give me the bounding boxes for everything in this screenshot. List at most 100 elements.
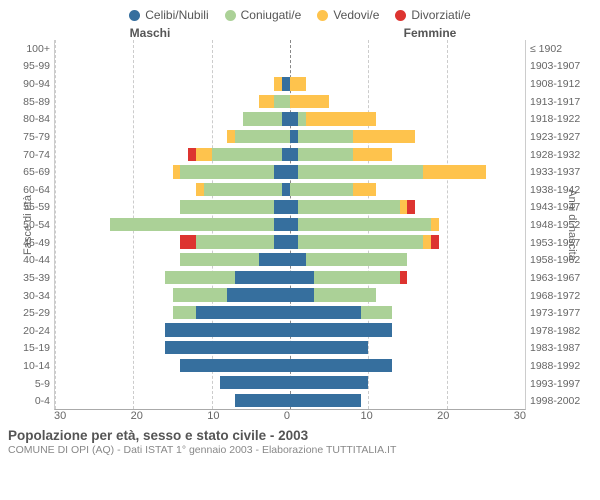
bar-segment [290,288,314,301]
legend-item: Vedovi/e [317,8,379,22]
bar-segment [298,112,306,125]
bar-segment [290,376,368,389]
bar-segment [423,235,431,248]
bar-segment [314,288,377,301]
x-ticks-right: 0102030 [290,410,526,422]
bar-segment [290,306,361,319]
x-tick: 20 [131,410,143,422]
male-bar [55,376,290,389]
bar-segment [306,112,377,125]
bar-segment [290,271,314,284]
female-bar [290,112,525,125]
bar-segment [290,183,353,196]
legend-label: Coniugati/e [241,8,302,22]
bar-segment [235,271,290,284]
chart-title: Popolazione per età, sesso e stato civil… [8,428,592,443]
bar-segment [274,165,290,178]
bar-segment [290,359,392,372]
bar-segment [180,200,274,213]
x-tick: 10 [361,410,373,422]
age-label: 30-34 [4,287,50,305]
birth-label: 1958-1962 [530,252,596,270]
age-label: 25-29 [4,304,50,322]
bar-segment [353,183,377,196]
bar-segment [282,77,290,90]
y-axis-label-left: Fasce di età [22,195,34,255]
legend-item: Divorziati/e [395,8,470,22]
birth-label: 1923-1927 [530,128,596,146]
bar-segment [204,183,282,196]
female-bar [290,200,525,213]
female-bar [290,60,525,73]
bar-segment [282,148,290,161]
birth-label: 1953-1957 [530,234,596,252]
bar-segment [298,218,431,231]
bar-segment [298,235,423,248]
female-bar [290,359,525,372]
bar-row [55,128,525,146]
legend-item: Celibi/Nubili [129,8,208,22]
bar-segment [290,235,298,248]
birth-label: 1948-1952 [530,216,596,234]
male-bar [55,95,290,108]
bar-segment [196,306,290,319]
bar-segment [290,341,368,354]
bar-row [55,269,525,287]
chart-subtitle: COMUNE DI OPI (AQ) - Dati ISTAT 1° genna… [8,444,592,456]
bar-segment [290,200,298,213]
male-bar [55,112,290,125]
male-bar [55,235,290,248]
bar-row [55,163,525,181]
bar-row [55,339,525,357]
female-bar [290,165,525,178]
age-label: 80-84 [4,111,50,129]
bar-row [55,198,525,216]
bar-segment [165,323,290,336]
female-bar [290,394,525,407]
age-label: 10-14 [4,357,50,375]
birth-label: ≤ 1902 [530,40,596,58]
bar-segment [361,306,392,319]
birth-label: 1928-1932 [530,146,596,164]
bar-segment [180,165,274,178]
legend-label: Vedovi/e [333,8,379,22]
bar-rows [55,40,525,409]
bar-row [55,75,525,93]
y-axis-label-right: Anni di nascita [566,189,578,261]
age-label: 65-69 [4,163,50,181]
bar-segment [196,235,274,248]
bar-segment [173,306,197,319]
male-bar [55,323,290,336]
age-label: 90-94 [4,75,50,93]
legend-item: Coniugati/e [225,8,302,22]
male-bar [55,218,290,231]
bar-row [55,181,525,199]
bar-row [55,356,525,374]
bar-segment [290,253,306,266]
female-bar [290,271,525,284]
bar-row [55,233,525,251]
bar-segment [298,130,353,143]
male-bar [55,306,290,319]
legend: Celibi/Nubili Coniugati/e Vedovi/e Divorzia… [0,0,600,26]
bar-segment [290,165,298,178]
legend-swatch [129,10,140,21]
legend-swatch [317,10,328,21]
age-label: 100+ [4,40,50,58]
birth-label: 1963-1967 [530,269,596,287]
female-bar [290,323,525,336]
birth-label: 1978-1982 [530,322,596,340]
bar-segment [180,235,196,248]
female-bar [290,148,525,161]
female-bar [290,341,525,354]
bar-segment [298,200,400,213]
female-header: Femmine [290,26,530,40]
bar-segment [407,200,415,213]
birth-label: 1903-1907 [530,58,596,76]
bar-row [55,286,525,304]
bar-segment [180,253,258,266]
bar-segment [235,130,290,143]
birth-label: 1908-1912 [530,75,596,93]
male-bar [55,394,290,407]
age-label: 35-39 [4,269,50,287]
